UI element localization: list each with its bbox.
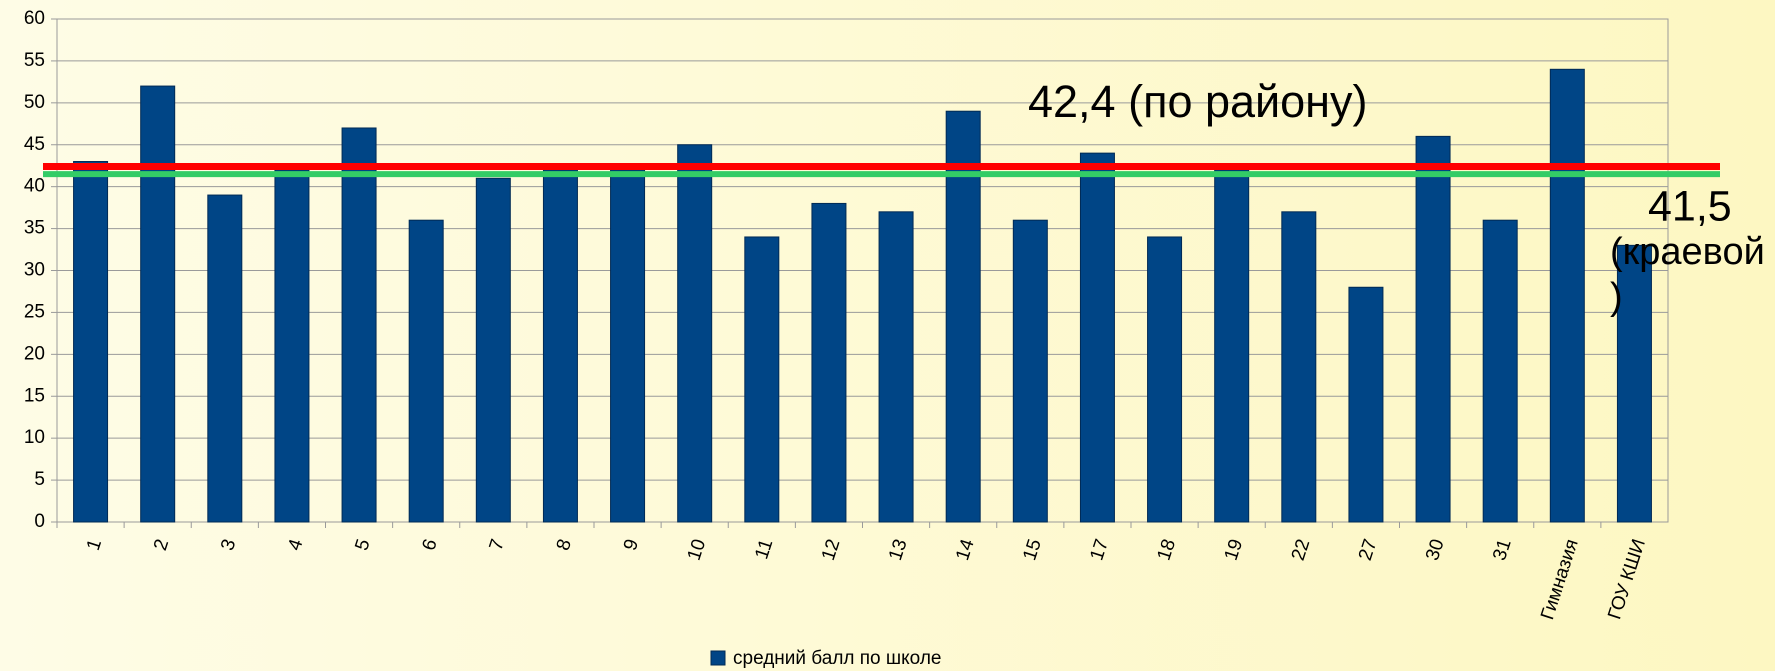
x-tick-label: 12 <box>818 537 845 564</box>
x-tick-label: 19 <box>1221 537 1248 564</box>
x-tick-label: 8 <box>553 537 576 554</box>
bar <box>73 161 109 523</box>
reference-label: ) <box>1610 276 1623 318</box>
bar <box>475 177 511 523</box>
x-tick-label: 27 <box>1355 537 1382 564</box>
y-tick-label: 10 <box>24 427 45 448</box>
x-tick-label: 11 <box>751 537 777 562</box>
y-tick-label: 0 <box>34 511 45 532</box>
x-tick-label: Гимназия <box>1537 537 1583 623</box>
y-tick-label: 55 <box>24 50 45 71</box>
y-tick-label: 50 <box>24 92 45 113</box>
reference-label: 42,4 (по району) <box>1028 76 1368 127</box>
x-tick-label: 31 <box>1489 537 1516 564</box>
reference-label: (краевой <box>1610 231 1765 273</box>
x-tick-label: 6 <box>418 537 441 554</box>
y-tick-label: 60 <box>24 8 45 29</box>
x-tick-label: 1 <box>83 537 106 554</box>
bar <box>1079 152 1115 523</box>
y-tick-label: 5 <box>34 469 45 490</box>
x-tick-label: 3 <box>217 537 240 554</box>
x-tick-label: 4 <box>284 536 307 553</box>
y-tick-label: 30 <box>24 260 45 281</box>
x-tick-label: 30 <box>1422 537 1449 564</box>
x-tick-label: 22 <box>1288 537 1315 564</box>
bar <box>1348 286 1384 523</box>
x-tick-label: 9 <box>620 537 643 554</box>
bar <box>677 144 713 523</box>
bar <box>274 169 310 523</box>
bar <box>408 219 444 523</box>
x-tick-label: 5 <box>351 537 374 554</box>
bar <box>1616 244 1652 523</box>
bar <box>945 110 981 523</box>
reference-label: 41,5 <box>1648 182 1732 230</box>
y-tick-label: 25 <box>24 301 45 322</box>
y-tick-label: 20 <box>24 343 45 364</box>
bar <box>140 85 176 523</box>
x-tick-label: 13 <box>885 537 912 564</box>
x-tick-label: 10 <box>684 537 711 564</box>
x-tick-label: 14 <box>952 536 979 563</box>
bar <box>1281 211 1317 523</box>
bar <box>1415 135 1451 523</box>
bar <box>744 236 780 523</box>
x-tick-label: 18 <box>1154 537 1181 564</box>
bar <box>1549 68 1585 523</box>
bar <box>542 169 578 523</box>
bar <box>341 127 377 523</box>
y-tick-label: 45 <box>24 134 45 155</box>
x-tick-label: 15 <box>1019 537 1046 564</box>
bar <box>610 169 646 523</box>
y-tick-label: 35 <box>24 218 45 239</box>
bar <box>878 211 914 523</box>
x-tick-label: 17 <box>1086 537 1113 564</box>
x-tick-label: ГОУ КШИ <box>1604 537 1650 623</box>
y-tick-label: 15 <box>24 385 45 406</box>
bar <box>811 202 847 523</box>
x-tick-label: 2 <box>150 537 173 554</box>
bar <box>207 194 243 523</box>
x-tick-label: 7 <box>486 537 509 554</box>
bar <box>1482 219 1518 523</box>
bar <box>1147 236 1183 523</box>
y-tick-label: 40 <box>24 176 45 197</box>
bar <box>1012 219 1048 523</box>
legend-label: средний балл по школе <box>733 648 941 669</box>
legend-swatch <box>710 650 726 666</box>
bar <box>1214 169 1250 523</box>
